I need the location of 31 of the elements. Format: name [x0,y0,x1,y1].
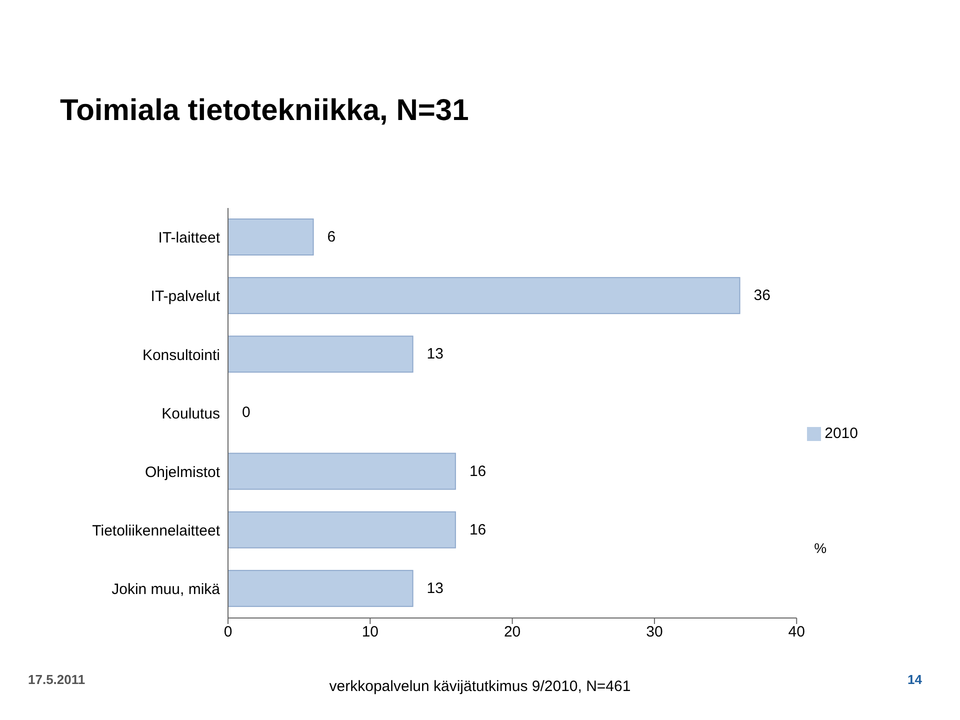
text: 17.5.2011 [28,672,86,687]
x-tick-label: 20 [504,624,521,641]
x-tick-label: 30 [646,624,663,641]
bar [228,570,414,607]
y-tick-label: Tietoliikennelaitteet [92,522,221,540]
bar [228,336,414,373]
y-tick-label: Jokin muu, mikä [112,581,221,598]
data-label: 13 [426,580,444,597]
bar [228,452,456,490]
data-label: 6 [327,228,336,246]
text: verkkopalvelun kävijätutkimus 9/2010, N=461 [329,678,631,695]
y-tick-label: IT-palvelut [150,288,221,306]
bar [228,511,456,548]
text: 14 [908,672,922,687]
y-tick-label: IT-laitteet [158,230,221,247]
x-tick-label: 10 [362,624,378,641]
y-tick-label: Koulutus [162,405,220,422]
bar [228,277,740,314]
x-tick-label: 0 [224,624,232,641]
y-tick-label: Konsultointi [142,346,220,364]
y-tick-label: Ohjelmistot [144,464,221,481]
legend-label: 2010 [824,424,858,442]
chart-title: Toimiala tietotekniikka, N=31 [60,94,469,128]
x-axis-title: % [814,540,827,556]
data-label: 36 [754,287,770,304]
data-label: 13 [426,346,444,363]
data-label: 16 [469,521,486,538]
data-label: 0 [242,404,250,422]
bar [228,218,314,256]
data-label: 16 [469,462,486,480]
x-tick-label: 40 [788,624,805,641]
